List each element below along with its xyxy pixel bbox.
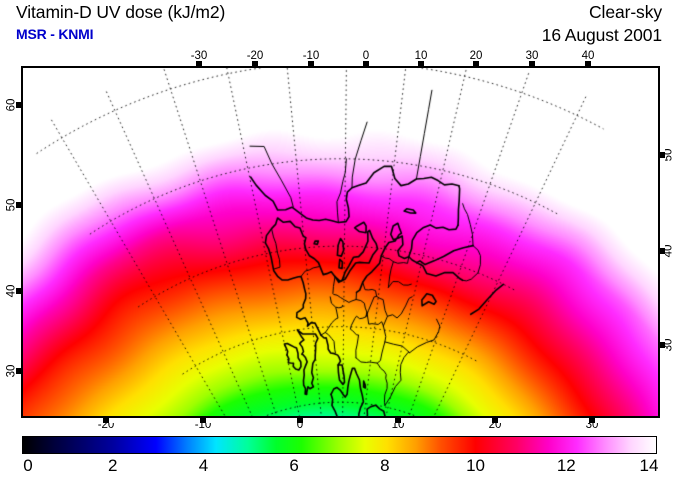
chart-header: Vitamin-D UV dose (kJ/m2) MSR - KNMI Cle… [0,0,678,50]
axis-tick-marks [21,418,660,423]
colorbar-tick-label: 4 [198,456,209,475]
axis-tick-marks [660,66,665,418]
axis-tick-marks [21,61,660,66]
colorbar [22,436,657,454]
condition-label: Clear-sky [589,2,662,22]
axis-tick-label: -20 [246,50,264,62]
colorbar-tick-label: 12 [556,456,576,475]
axis-tick-label: -10 [302,50,320,62]
uv-dose-heatmap [23,68,658,416]
axis-tick-marks [16,66,21,418]
axis-tick-label: 10 [414,50,428,62]
page-title: Vitamin-D UV dose (kJ/m2) [16,2,226,22]
axis-tick-label: 40 [581,50,595,62]
colorbar-tick-label: 14 [639,456,659,475]
colorbar-tick-label: 6 [289,456,299,475]
date-label: 16 August 2001 [541,25,662,45]
colorbar-tick-label: 2 [107,456,118,475]
axis-tick-label: 0 [296,419,304,431]
axis-tick-label: 20 [469,50,483,62]
colorbar-gradient [22,436,657,454]
axis-tick-label: -30 [190,50,208,62]
source-label: MSR - KNMI [16,26,94,42]
colorbar-tick-label: 0 [23,456,33,475]
map-plot-area[interactable] [21,66,660,418]
colorbar-tick-label: 8 [380,456,390,475]
axis-tick-label: 0 [362,50,370,62]
axis-tick-label: 30 [525,50,539,62]
colorbar-tick-label: 10 [466,456,486,475]
